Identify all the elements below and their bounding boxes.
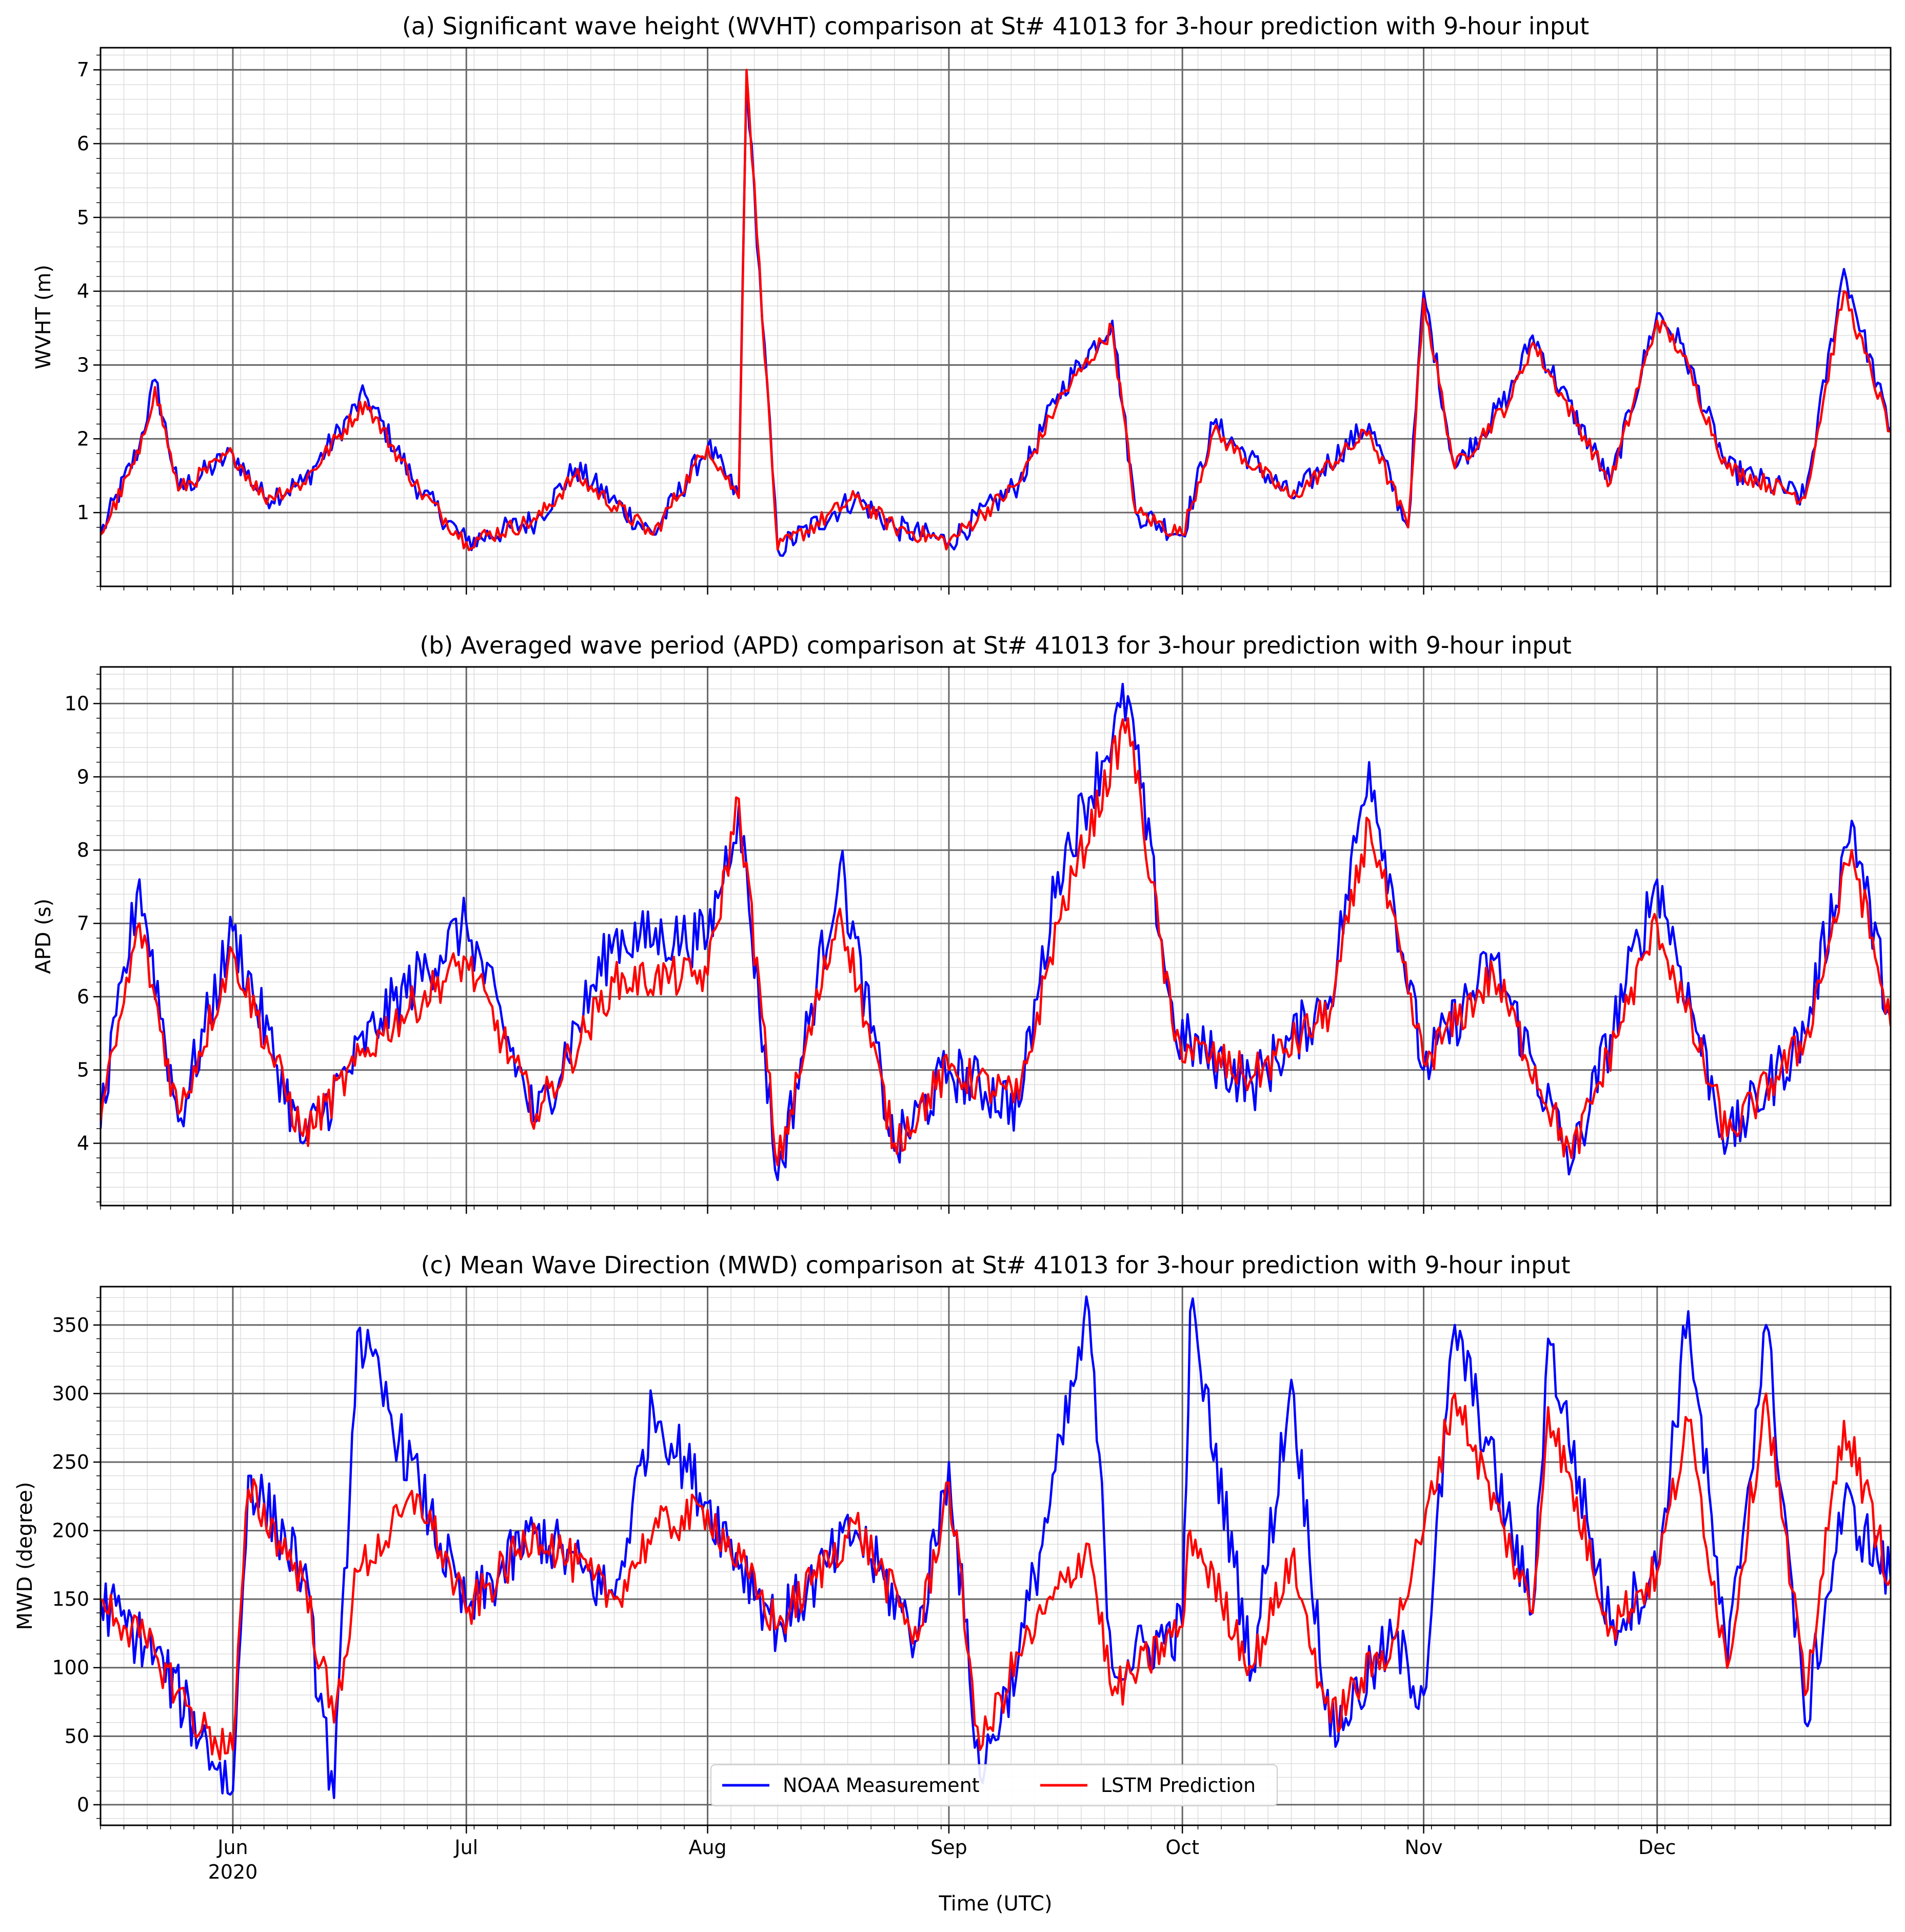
plot-frame [100,47,1892,587]
legend: NOAA Measurement LSTM Prediction [710,1764,1278,1806]
y-tick-label: 7 [77,912,89,935]
x-tick-label: Nov [1404,1836,1442,1859]
y-tick-label: 4 [77,280,89,303]
x-tick-label: Jun [216,1836,248,1859]
y-tick-label: 4 [77,1132,89,1155]
x-tick-label: Dec [1638,1836,1676,1859]
y-tick-label: 3 [77,353,89,376]
x-tick-sublabel: 2020 [208,1861,258,1883]
y-tick-label: 200 [52,1520,89,1542]
y-tick-label: 5 [77,206,89,229]
y-tick-label: 100 [52,1657,89,1679]
y-tick-label: 2 [77,427,89,450]
chart-title: (c) Mean Wave Direction (MWD) comparison… [421,1251,1570,1279]
y-axis-label: MWD (degree) [13,1482,37,1630]
y-tick-label: 50 [65,1725,89,1747]
chart-panel-1: 4 5 6 7 8 9 10 (b) Averaged wave period (APD) c… [32,632,1892,1214]
x-tick-label: Sep [930,1836,967,1859]
y-tick-label: 6 [77,985,89,1008]
y-tick-label: 9 [77,765,89,788]
y-tick-label: 350 [52,1314,89,1336]
y-axis-label: WVHT (m) [32,265,55,369]
legend-box [710,1764,1278,1806]
chart-title: (b) Averaged wave period (APD) compariso… [420,632,1572,659]
y-tick-label: 1 [77,501,89,524]
chart-title: (a) Significant wave height (WVHT) compa… [402,12,1589,40]
plot-frame [100,1286,1892,1826]
x-tick-label: Jul [453,1836,478,1859]
y-tick-label: 150 [52,1588,89,1610]
chart-panel-2: 0 50 100 150 200 250 300 350 (c) Mean Wave Direc… [13,1251,1892,1834]
series-line-measurement [101,682,1891,1181]
y-tick-label: 300 [52,1382,89,1405]
x-axis-label: Time (UTC) [938,1892,1052,1916]
y-tick-label: 250 [52,1451,89,1473]
x-tick-label: Aug [688,1836,726,1859]
y-tick-label: 0 [77,1793,89,1816]
y-tick-label: 8 [77,839,89,861]
series-line-prediction [101,68,1891,551]
series-line-measurement [101,76,1891,557]
y-tick-label: 5 [77,1059,89,1081]
y-tick-label: 10 [65,692,89,715]
y-tick-label: 7 [77,58,89,81]
x-tick-label: Oct [1165,1836,1199,1859]
plot-frame [100,666,1892,1207]
legend-label: LSTM Prediction [1101,1774,1256,1797]
series-line-prediction [101,1392,1891,1761]
legend-label: NOAA Measurement [783,1774,980,1797]
y-axis-label: APD (s) [32,898,55,974]
series-line-measurement [101,1295,1891,1799]
series-line-prediction [101,717,1891,1167]
y-tick-label: 6 [77,132,89,155]
chart-panel-0: 1 2 3 4 5 6 7 (a) Significant wave height (WVHT… [32,12,1892,595]
